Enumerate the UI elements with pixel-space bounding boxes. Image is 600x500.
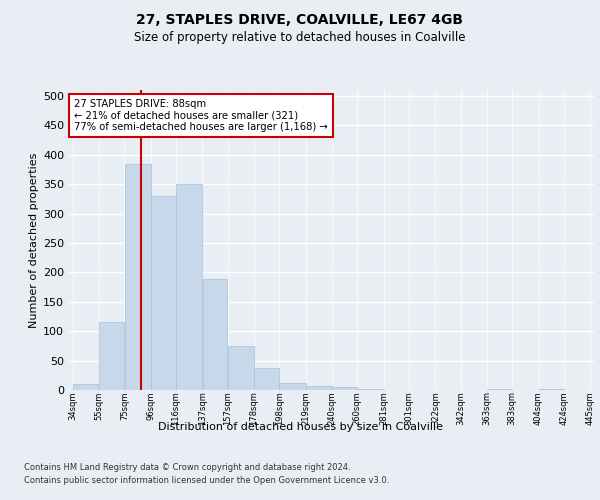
Bar (228, 346, 254, 390)
Bar (203, 280, 227, 390)
Bar (487, 389, 512, 390)
Bar (125, 164, 151, 390)
Bar (100, 322, 124, 390)
Bar (332, 387, 357, 390)
Bar (176, 184, 202, 390)
Text: 27, STAPLES DRIVE, COALVILLE, LE67 4GB: 27, STAPLES DRIVE, COALVILLE, LE67 4GB (137, 12, 464, 26)
Text: 27 STAPLES DRIVE: 88sqm
← 21% of detached houses are smaller (321)
77% of semi-d: 27 STAPLES DRIVE: 88sqm ← 21% of detache… (74, 99, 328, 132)
Y-axis label: Number of detached properties: Number of detached properties (29, 152, 39, 328)
Bar (254, 368, 279, 390)
Bar (73, 384, 99, 390)
Bar (280, 383, 305, 390)
Text: Contains public sector information licensed under the Open Government Licence v3: Contains public sector information licen… (24, 476, 389, 485)
Bar (539, 389, 563, 390)
Text: Size of property relative to detached houses in Coalville: Size of property relative to detached ho… (134, 31, 466, 44)
Bar (151, 196, 176, 390)
Bar (306, 386, 332, 390)
Text: Contains HM Land Registry data © Crown copyright and database right 2024.: Contains HM Land Registry data © Crown c… (24, 462, 350, 471)
Text: Distribution of detached houses by size in Coalville: Distribution of detached houses by size … (157, 422, 443, 432)
